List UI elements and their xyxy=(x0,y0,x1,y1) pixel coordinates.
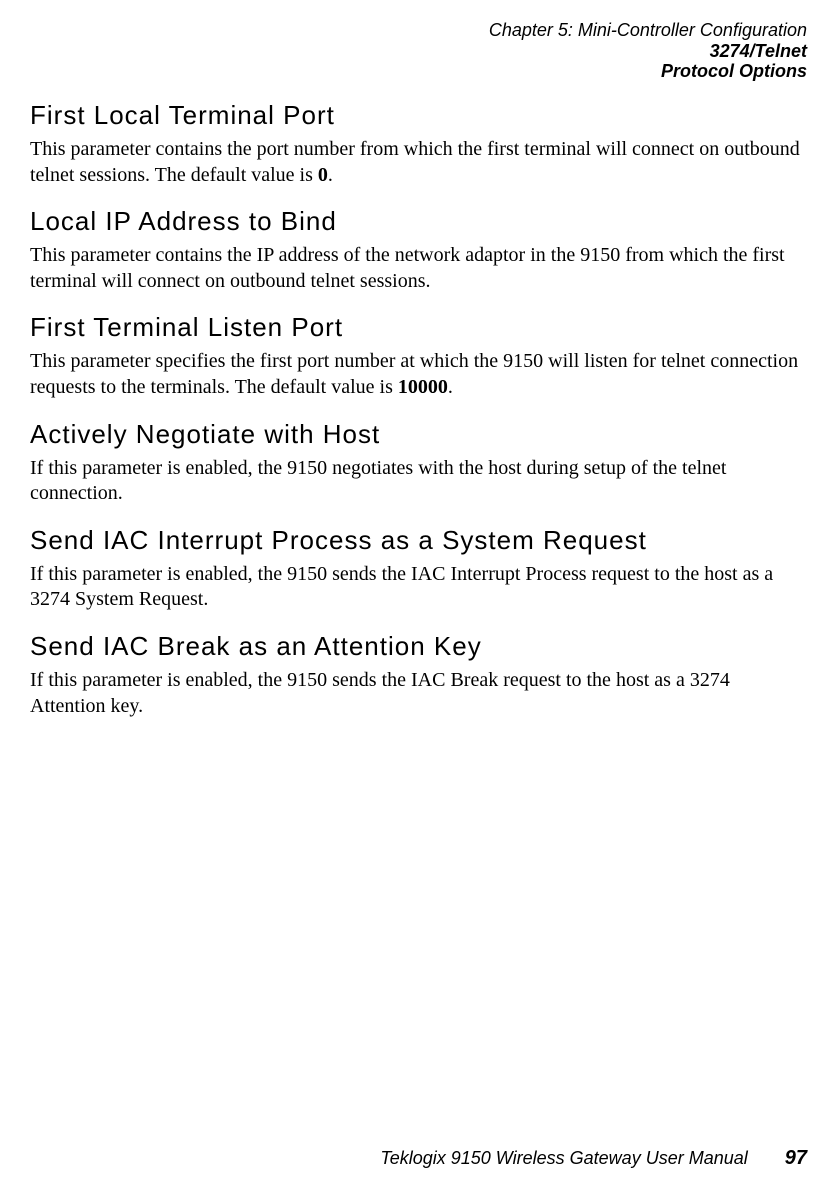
footer-page-number: 97 xyxy=(785,1147,807,1169)
body-bold: 0 xyxy=(318,164,328,186)
header-subtopic: Protocol Options xyxy=(30,61,807,82)
section-title: First Terminal Listen Port xyxy=(30,312,807,343)
header-topic: 3274/Telnet xyxy=(30,41,807,62)
section-body: If this parameter is enabled, the 9150 s… xyxy=(30,562,807,613)
body-post: . xyxy=(448,376,453,398)
body-pre: If this parameter is enabled, the 9150 s… xyxy=(30,563,773,611)
page: Chapter 5: Mini-Controller Configuration… xyxy=(0,0,837,1198)
page-footer: Teklogix 9150 Wireless Gateway User Manu… xyxy=(380,1147,807,1170)
section-title: First Local Terminal Port xyxy=(30,100,807,131)
section-title: Send IAC Interrupt Process as a System R… xyxy=(30,525,807,556)
body-post: . xyxy=(328,164,333,186)
section-body: This parameter contains the IP address o… xyxy=(30,243,807,294)
section-body: This parameter specifies the first port … xyxy=(30,349,807,400)
body-pre: If this parameter is enabled, the 9150 n… xyxy=(30,457,726,505)
section-body: This parameter contains the port number … xyxy=(30,137,807,188)
footer-manual-title: Teklogix 9150 Wireless Gateway User Manu… xyxy=(380,1148,747,1168)
section-title: Send IAC Break as an Attention Key xyxy=(30,631,807,662)
header-chapter: Chapter 5: Mini-Controller Configuration xyxy=(30,20,807,41)
body-pre: This parameter contains the port number … xyxy=(30,138,800,186)
section-title: Actively Negotiate with Host xyxy=(30,419,807,450)
section-title: Local IP Address to Bind xyxy=(30,206,807,237)
body-pre: If this parameter is enabled, the 9150 s… xyxy=(30,669,730,717)
body-bold: 10000 xyxy=(398,376,448,398)
body-pre: This parameter contains the IP address o… xyxy=(30,244,785,292)
section-body: If this parameter is enabled, the 9150 s… xyxy=(30,668,807,719)
running-header: Chapter 5: Mini-Controller Configuration… xyxy=(30,20,807,82)
section-body: If this parameter is enabled, the 9150 n… xyxy=(30,456,807,507)
